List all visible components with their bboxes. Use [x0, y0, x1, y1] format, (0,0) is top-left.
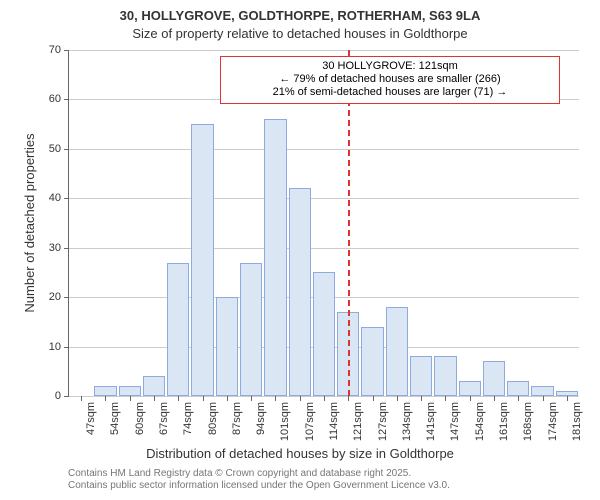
x-tick: 107sqm	[304, 396, 316, 441]
x-tick-mark	[227, 396, 228, 401]
x-tick: 94sqm	[255, 396, 267, 435]
chart-title-line1: 30, HOLLYGROVE, GOLDTHORPE, ROTHERHAM, S…	[0, 8, 600, 23]
x-tick-mark	[421, 396, 422, 401]
x-tick-mark	[373, 396, 374, 401]
gridline	[69, 248, 579, 249]
x-tick: 87sqm	[231, 396, 243, 435]
x-tick-mark	[275, 396, 276, 401]
x-tick-mark	[154, 396, 155, 401]
x-tick: 114sqm	[328, 396, 340, 440]
annotation-line1: 30 HOLLYGROVE: 121sqm	[225, 60, 555, 73]
x-tick-mark	[300, 396, 301, 401]
bar	[289, 188, 311, 396]
bar	[94, 386, 116, 396]
x-tick: 80sqm	[207, 396, 219, 435]
bar	[264, 119, 286, 396]
x-tick-mark	[203, 396, 204, 401]
bar	[361, 327, 383, 396]
y-tick: 50	[49, 143, 69, 155]
x-tick: 101sqm	[279, 396, 291, 441]
annotation-line3: 21% of semi-detached houses are larger (…	[225, 86, 555, 99]
bar	[240, 263, 262, 396]
y-tick: 20	[49, 291, 69, 303]
x-tick: 154sqm	[474, 396, 486, 441]
bar	[191, 124, 213, 396]
x-tick-mark	[81, 396, 82, 401]
bar	[143, 376, 165, 396]
bar	[507, 381, 529, 396]
bar	[313, 272, 335, 396]
gridline	[69, 50, 579, 51]
x-tick: 168sqm	[522, 396, 534, 441]
bar	[386, 307, 408, 396]
x-tick-mark	[567, 396, 568, 401]
x-tick: 74sqm	[182, 396, 194, 435]
x-tick: 54sqm	[109, 396, 121, 435]
x-tick: 121sqm	[352, 396, 364, 441]
y-tick: 60	[49, 93, 69, 105]
x-tick-mark	[543, 396, 544, 401]
gridline	[69, 198, 579, 199]
bar	[119, 386, 141, 396]
footer-line1: Contains HM Land Registry data © Crown c…	[68, 468, 411, 479]
x-tick: 161sqm	[498, 396, 510, 441]
x-tick-mark	[494, 396, 495, 401]
bar	[483, 361, 505, 396]
x-tick-mark	[105, 396, 106, 401]
footer-line2: Contains public sector information licen…	[68, 480, 450, 491]
y-tick: 30	[49, 242, 69, 254]
x-tick-mark	[324, 396, 325, 401]
y-tick: 10	[49, 341, 69, 353]
x-tick-mark	[470, 396, 471, 401]
x-tick-mark	[397, 396, 398, 401]
x-tick: 174sqm	[547, 396, 559, 441]
annotation-box: 30 HOLLYGROVE: 121sqm← 79% of detached h…	[220, 56, 560, 104]
x-tick: 141sqm	[425, 396, 437, 441]
y-tick: 70	[49, 44, 69, 56]
bar	[216, 297, 238, 396]
x-tick-mark	[445, 396, 446, 401]
x-tick-mark	[518, 396, 519, 401]
x-tick-mark	[130, 396, 131, 401]
x-tick: 147sqm	[449, 396, 461, 441]
bar	[531, 386, 553, 396]
x-tick: 127sqm	[377, 396, 389, 441]
bar	[434, 356, 456, 396]
chart-container: { "title": { "line1": "30, HOLLYGROVE, G…	[0, 0, 600, 500]
bar	[167, 263, 189, 396]
bar	[459, 381, 481, 396]
annotation-line2: ← 79% of detached houses are smaller (26…	[225, 73, 555, 86]
x-tick-mark	[178, 396, 179, 401]
x-tick-mark	[348, 396, 349, 401]
y-tick: 0	[55, 390, 69, 402]
x-tick: 67sqm	[158, 396, 170, 435]
x-axis-label: Distribution of detached houses by size …	[0, 446, 600, 461]
x-tick-mark	[251, 396, 252, 401]
x-tick: 47sqm	[85, 396, 97, 435]
chart-title-line2: Size of property relative to detached ho…	[0, 26, 600, 41]
x-tick: 134sqm	[401, 396, 413, 441]
gridline	[69, 149, 579, 150]
x-tick: 60sqm	[134, 396, 146, 435]
bar	[410, 356, 432, 396]
x-tick: 181sqm	[571, 396, 583, 441]
y-tick: 40	[49, 192, 69, 204]
y-axis-label: Number of detached properties	[22, 133, 37, 312]
